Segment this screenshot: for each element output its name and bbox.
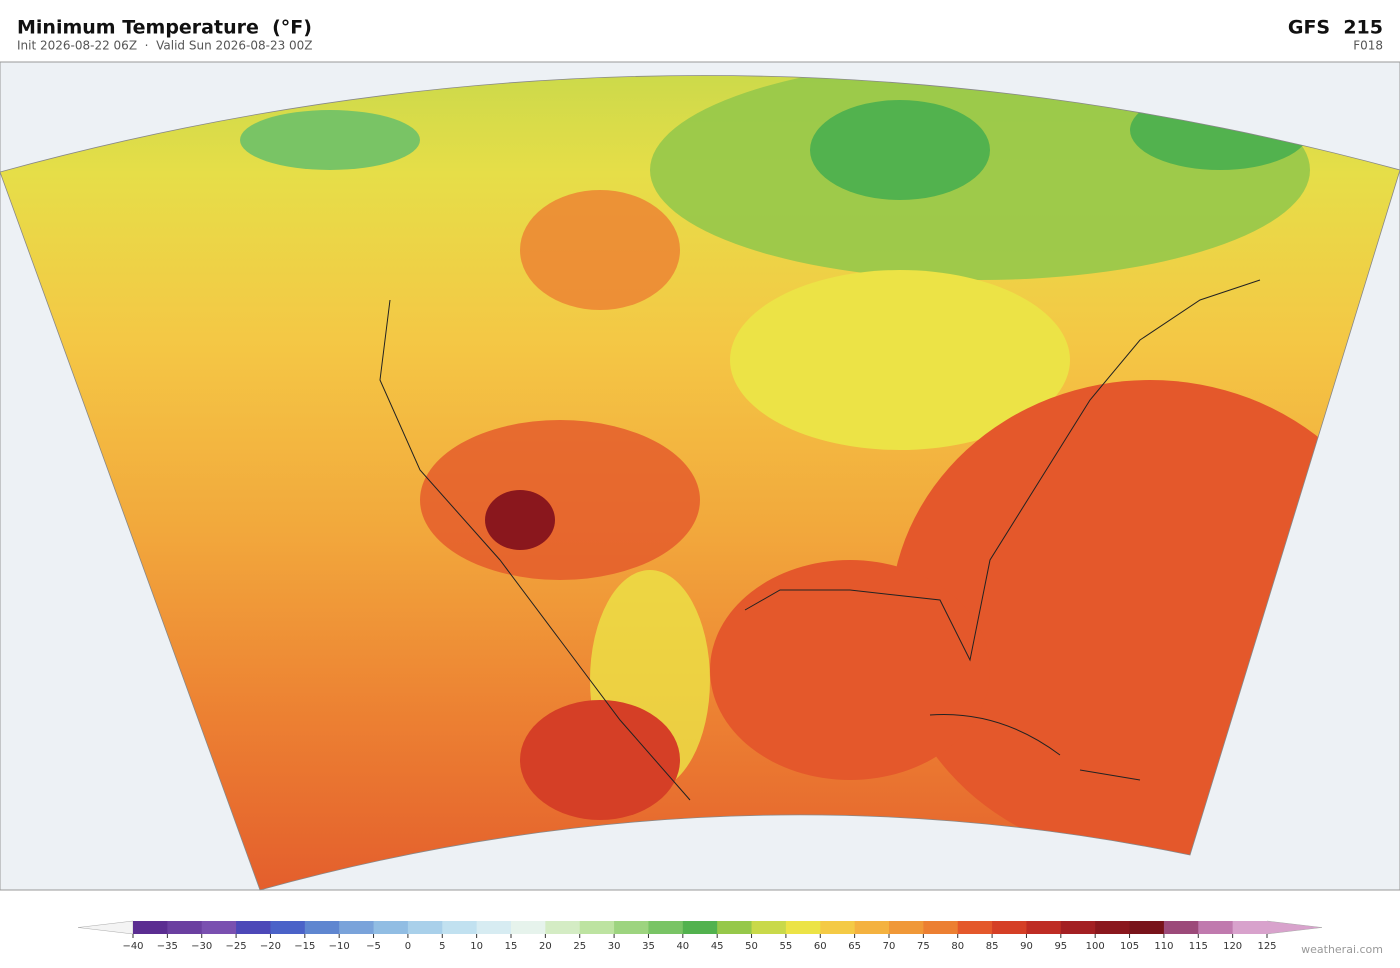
colorbar-bin (785, 921, 821, 934)
colorbar-bin (339, 921, 375, 934)
colorbar-bin (1232, 921, 1268, 934)
colorbar-tick-label: 80 (951, 941, 964, 952)
colorbar-bin (476, 921, 512, 934)
colorbar-bin (133, 921, 168, 934)
colorbar-bin (820, 921, 856, 934)
colorbar-bin (373, 921, 409, 934)
colorbar-bin (236, 921, 271, 934)
colorbar-tick-label: −25 (226, 941, 247, 952)
colorbar-tick-label: 85 (986, 941, 999, 952)
colorbar-bin (270, 921, 306, 934)
colorbar-bin (167, 921, 203, 934)
colorbar-tick-label: 35 (642, 941, 655, 952)
colorbar-bin (1026, 921, 1062, 934)
colorbar-tick-label: 100 (1086, 941, 1105, 952)
colorbar-tick-label: 30 (608, 941, 621, 952)
colorbar-tick-label: 55 (780, 941, 793, 952)
colorbar-tick-label: 115 (1189, 941, 1208, 952)
model-label: GFS 215 (1288, 17, 1383, 39)
colorbar-bin (1198, 921, 1234, 934)
colorbar-tick-label: 70 (883, 941, 896, 952)
colorbar-tick-label: 65 (848, 941, 861, 952)
colorbar-tick-label: −15 (294, 941, 315, 952)
colorbar-tick-label: 20 (539, 941, 552, 952)
subtitle: Init 2026-08-22 06Z · Valid Sun 2026-08-… (17, 39, 313, 53)
colorbar-tick-label: −5 (366, 941, 381, 952)
colorbar-under (77, 920, 134, 935)
colorbar-bin (854, 921, 890, 934)
colorbar-tick-label: 95 (1054, 941, 1067, 952)
colorbar-tick-label: −20 (260, 941, 281, 952)
colorbar-tick-label: −40 (122, 941, 143, 952)
colorbar-bin (545, 921, 581, 934)
colorbar-tick-label: 110 (1154, 941, 1173, 952)
colorbar-bin (304, 921, 340, 934)
colorbar-tick-label: 120 (1223, 941, 1242, 952)
colorbar-bin (1060, 921, 1096, 934)
colorbar-tick-label: −35 (157, 941, 178, 952)
colorbar-tick-label: 40 (676, 941, 689, 952)
colorbar-bin (1129, 921, 1165, 934)
colorbar-bin (682, 921, 718, 934)
colorbar-tick-label: 90 (1020, 941, 1033, 952)
colorbar-bin (579, 921, 615, 934)
coastline (379, 279, 1261, 801)
colorbar-bin (614, 921, 649, 934)
colorbar-tick-label: 45 (711, 941, 724, 952)
colorbar-bin (992, 921, 1027, 934)
colorbar-bin (1163, 921, 1199, 934)
colorbar-tick-label: 5 (439, 941, 445, 952)
domain-outline (0, 75, 1400, 891)
colorbar-bin (751, 921, 787, 934)
colorbar-bin (923, 921, 959, 934)
colorbar-tick-label: 75 (917, 941, 930, 952)
colorbar-over (1266, 920, 1323, 935)
colorbar-tick-label: 10 (470, 941, 483, 952)
colorbar-bin (889, 921, 924, 934)
forecast-hour: F018 (1353, 39, 1383, 53)
colorbar-tick-label: 60 (814, 941, 827, 952)
colorbar-tick-label: 15 (505, 941, 518, 952)
colorbar-bin (407, 921, 443, 934)
colorbar-bin (717, 921, 753, 934)
title: Minimum Temperature (°F) (17, 17, 312, 39)
colorbar-bin (201, 921, 237, 934)
colorbar-tick-label: 0 (405, 941, 411, 952)
colorbar-bin (1095, 921, 1131, 934)
colorbar-tick-label: 105 (1120, 941, 1139, 952)
colorbar-tick-label: −30 (191, 941, 212, 952)
colorbar-bin (511, 921, 546, 934)
colorbar-bin (442, 921, 478, 934)
colorbar: −40 −35 −30 −25 −20 −15 −10 −5 0 5 10 15 20 25 30 35 40 4… (77, 920, 1323, 952)
colorbar-bin (957, 921, 993, 934)
colorbar-tick-label: −10 (329, 941, 350, 952)
watermark: weatherai.com (1301, 943, 1383, 956)
colorbar-tick-label: 125 (1257, 941, 1276, 952)
coastline (929, 714, 1141, 781)
colorbar-tick-label: 50 (745, 941, 758, 952)
colorbar-tick-label: 25 (573, 941, 586, 952)
colorbar-bin (648, 921, 684, 934)
